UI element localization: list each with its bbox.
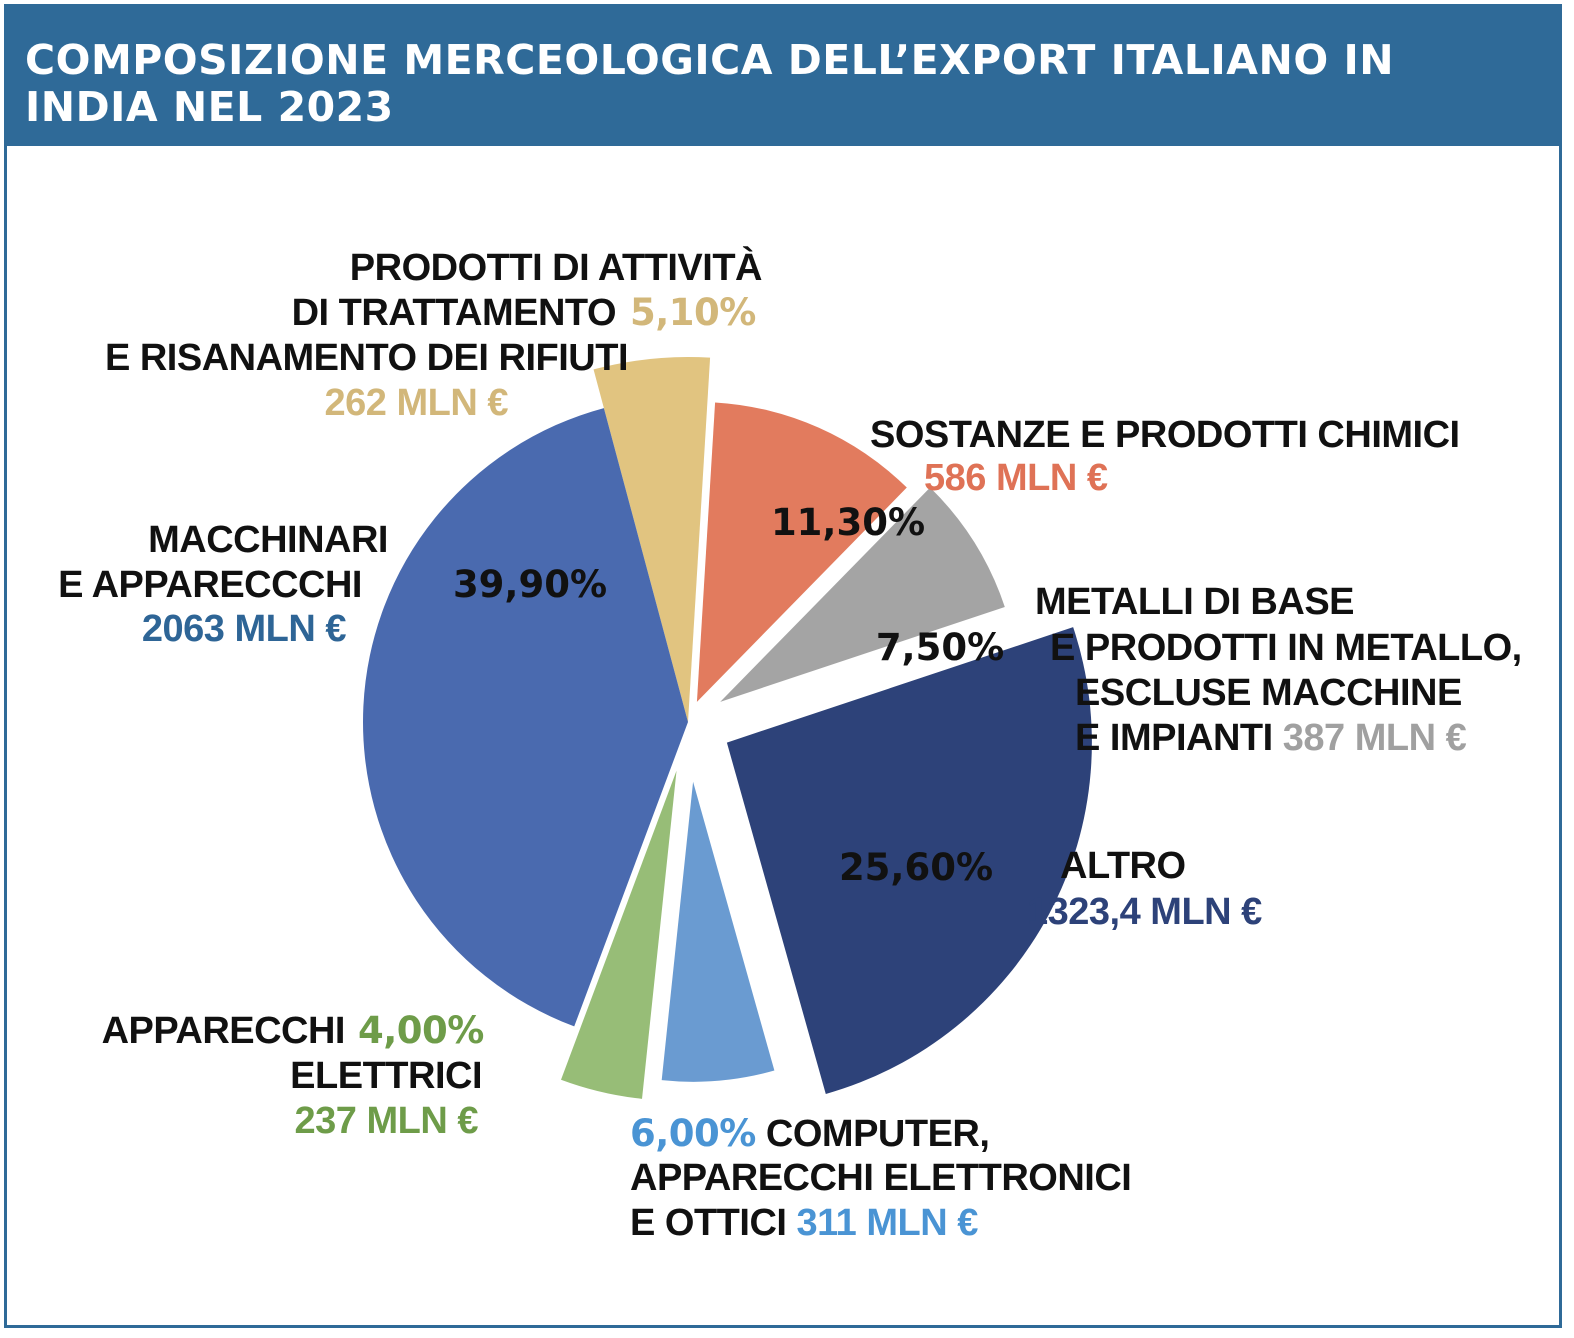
value-label-altro: 1323,4 MLN € — [1027, 891, 1262, 933]
title-banner: COMPOSIZIONE MERCEOLOGICA DELL’EXPORT IT… — [7, 7, 1559, 146]
pie-slice-elettrici — [561, 770, 677, 1099]
label-rifiuti-line2: DI TRATTAMENTO — [292, 292, 616, 334]
chart-title: COMPOSIZIONE MERCEOLOGICA DELL’EXPORT IT… — [25, 36, 1395, 131]
chart-frame: COMPOSIZIONE MERCEOLOGICA DELL’EXPORT IT… — [4, 4, 1562, 1328]
label-macchinari-line1: MACCHINARI — [148, 519, 388, 561]
data-label-metalli: 7,50% — [876, 626, 1004, 669]
label-computer-line2: APPARECCHI ELETTRONICI — [630, 1157, 1131, 1199]
label-metalli-line3: ESCLUSE MACCHINE — [1075, 672, 1462, 714]
label-elettrici-line1: APPARECCHI — [102, 1010, 345, 1052]
label-computer-line3: E OTTICI 311 MLN € — [630, 1202, 978, 1244]
label-rifiuti-line1: PRODOTTI DI ATTIVITÀ — [350, 245, 762, 289]
data-label-elettrici: 4,00% — [358, 1009, 484, 1052]
pie-slice-altro — [726, 627, 1092, 1094]
value-label-rifiuti: 262 MLN € — [325, 382, 509, 424]
data-label-rifiuti: 5,10% — [630, 291, 756, 334]
label-elettrici-line2: ELETTRICI — [290, 1055, 482, 1097]
label-macchinari-line2: E APPARECCCHI — [58, 564, 362, 606]
label-rifiuti-line3: E RISANAMENTO DEI RIFIUTI — [105, 337, 628, 379]
label-metalli-line4: E IMPIANTI 387 MLN € — [1075, 717, 1467, 759]
label-metalli-line1: METALLI DI BASE — [1035, 581, 1354, 623]
pie-slice-metalli — [720, 487, 1005, 702]
value-label-chimici: 586 MLN € — [924, 457, 1108, 499]
pie-slice-rifiuti — [593, 357, 711, 722]
label-chimici: SOSTANZE E PRODOTTI CHIMICI — [870, 414, 1460, 456]
data-label-macchinari: 39,90% — [453, 563, 607, 606]
label-metalli-line2: E PRODOTTI IN METALLO, — [1050, 627, 1522, 669]
value-label-macchinari: 2063 MLN € — [142, 608, 346, 650]
label-altro: ALTRO — [1060, 845, 1186, 887]
value-label-elettrici: 237 MLN € — [295, 1100, 479, 1142]
data-label-chimici: 11,30% — [771, 501, 925, 544]
data-label-altro: 25,60% — [839, 846, 993, 889]
pie-slice-macchinari — [362, 408, 688, 1027]
pie-slice-computer — [661, 781, 775, 1082]
label-computer-line1: 6,00% COMPUTER, — [630, 1112, 989, 1155]
pie-slice-chimici — [696, 402, 907, 702]
